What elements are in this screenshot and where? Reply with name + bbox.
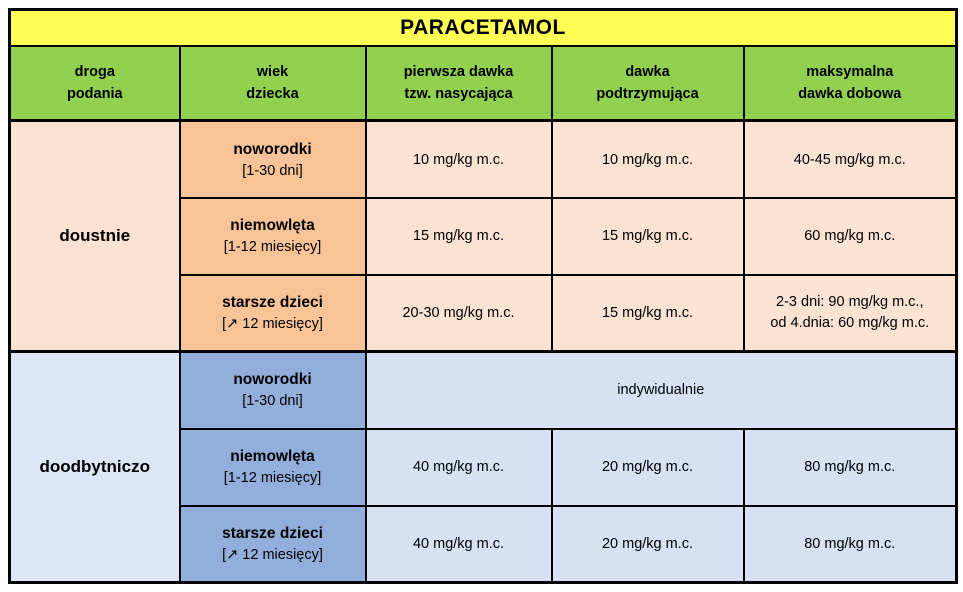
maintenance-dose-value: 20 mg/kg m.c. xyxy=(550,504,745,584)
title-row: PARACETAMOL xyxy=(8,8,958,47)
age-cell-infants: niemowlęta [1-12 miesięcy] xyxy=(178,427,367,507)
first-dose-value: 40 mg/kg m.c. xyxy=(364,427,553,507)
header-first-dose-line2: tzw. nasycająca xyxy=(404,86,513,103)
age-range: [1-30 dni] xyxy=(242,393,303,410)
route-cell-rectal: doodbytniczo xyxy=(8,350,181,584)
age-name: starsze dzieci xyxy=(222,524,323,542)
header-maintenance-dose: dawka podtrzymująca xyxy=(550,44,745,122)
table-row-oral-infants: niemowlęta [1-12 miesięcy] 15 mg/kg m.c.… xyxy=(10,196,958,276)
age-name: noworodki xyxy=(233,140,312,158)
age-cell-newborns: noworodki [1-30 dni] xyxy=(178,350,367,430)
table-row-rectal-infants: niemowlęta [1-12 miesięcy] 40 mg/kg m.c.… xyxy=(10,427,958,507)
maintenance-dose-value: 15 mg/kg m.c. xyxy=(550,196,745,276)
age-range: [↗ 12 miesięcy] xyxy=(222,315,323,332)
age-range: [1-30 dni] xyxy=(242,162,303,179)
route-cell-oral: doustnie xyxy=(8,119,181,353)
individual-dosing-cell: indywidualnie xyxy=(364,350,958,430)
table-row-oral-older-children: starsze dzieci [↗ 12 miesięcy] 20-30 mg/… xyxy=(10,273,958,353)
header-first-dose: pierwsza dawka tzw. nasycająca xyxy=(364,44,553,122)
age-cell-older-children: starsze dzieci [↗ 12 miesięcy] xyxy=(178,504,367,584)
page-title: PARACETAMOL xyxy=(8,8,958,47)
maintenance-dose-value: 20 mg/kg m.c. xyxy=(550,427,745,507)
header-max-daily-dose-line2: dawka dobowa xyxy=(798,86,902,103)
header-age-line2: dziecka xyxy=(246,86,299,103)
header-route-line1: droga xyxy=(74,64,115,81)
age-cell-infants: niemowlęta [1-12 miesięcy] xyxy=(178,196,367,276)
header-route: droga podania xyxy=(8,44,181,122)
age-range: [1-12 miesięcy] xyxy=(223,470,322,487)
max-daily-dose-value: 80 mg/kg m.c. xyxy=(742,427,958,507)
paracetamol-dosing-table: PARACETAMOL droga podania wiek dziecka p… xyxy=(8,8,959,584)
first-dose-value: 40 mg/kg m.c. xyxy=(364,504,553,584)
age-name: noworodki xyxy=(233,371,312,389)
header-max-daily-dose: maksymalna dawka dobowa xyxy=(742,44,958,122)
maintenance-dose-value: 10 mg/kg m.c. xyxy=(550,119,745,199)
max-daily-dose-line2: od 4.dnia: 60 mg/kg m.c. xyxy=(770,314,930,331)
header-maintenance-dose-line2: podtrzymująca xyxy=(596,86,699,103)
max-daily-dose-value: 80 mg/kg m.c. xyxy=(742,504,958,584)
age-range: [↗ 12 miesięcy] xyxy=(222,546,323,563)
max-daily-dose-line1: 2-3 dni: 90 mg/kg m.c., xyxy=(776,293,924,310)
first-dose-value: 10 mg/kg m.c. xyxy=(364,119,553,199)
header-route-line2: podania xyxy=(66,86,123,103)
header-max-daily-dose-line1: maksymalna xyxy=(806,64,894,81)
table-row-rectal-older-children: starsze dzieci [↗ 12 miesięcy] 40 mg/kg … xyxy=(10,504,958,584)
header-row: droga podania wiek dziecka pierwsza dawk… xyxy=(8,44,958,122)
age-name: niemowlęta xyxy=(230,217,315,235)
max-daily-dose-value: 2-3 dni: 90 mg/kg m.c., od 4.dnia: 60 mg… xyxy=(742,273,958,353)
first-dose-value: 20-30 mg/kg m.c. xyxy=(364,273,553,353)
age-range: [1-12 miesięcy] xyxy=(223,239,322,256)
first-dose-value: 15 mg/kg m.c. xyxy=(364,196,553,276)
header-maintenance-dose-line1: dawka xyxy=(625,64,670,81)
table-row-oral-newborns: doustnie noworodki [1-30 dni] 10 mg/kg m… xyxy=(8,119,958,353)
age-name: niemowlęta xyxy=(230,448,315,466)
max-daily-dose-value: 60 mg/kg m.c. xyxy=(742,196,958,276)
age-cell-older-children: starsze dzieci [↗ 12 miesięcy] xyxy=(178,273,367,353)
max-daily-dose-value: 40-45 mg/kg m.c. xyxy=(742,119,958,199)
age-name: starsze dzieci xyxy=(222,293,323,311)
maintenance-dose-value: 15 mg/kg m.c. xyxy=(550,273,745,353)
table-row-rectal-newborns: doodbytniczo noworodki [1-30 dni] indywi… xyxy=(8,350,958,584)
age-cell-newborns: noworodki [1-30 dni] xyxy=(178,119,367,199)
header-first-dose-line1: pierwsza dawka xyxy=(403,64,514,81)
header-age-line1: wiek xyxy=(256,64,289,81)
header-age: wiek dziecka xyxy=(178,44,367,122)
